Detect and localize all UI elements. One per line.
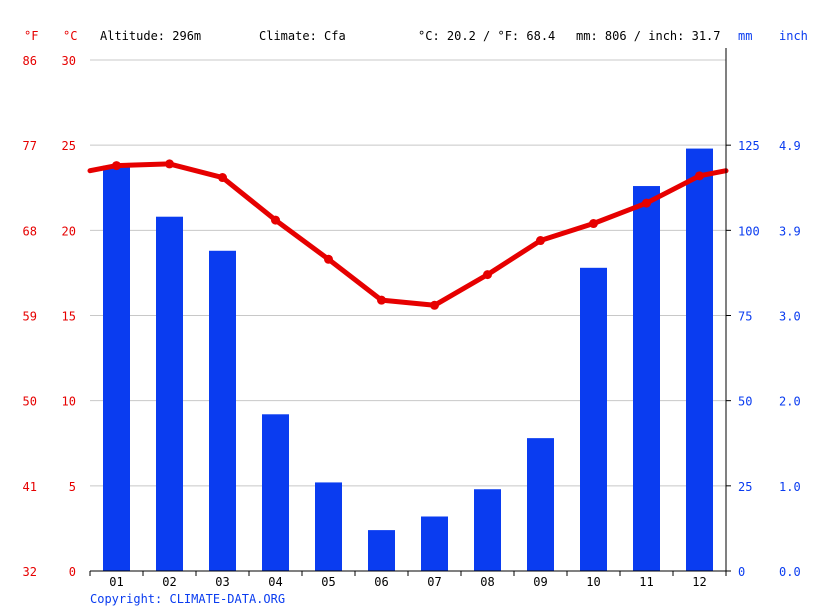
temperature-line [87,161,729,308]
unit-celsius-label: °C [63,29,77,43]
x-tick-label: 01 [109,575,123,589]
celsius-tick-label: 15 [62,310,76,324]
precipitation-bar [262,414,289,571]
temperature-point [377,295,386,305]
celsius-tick-label: 20 [62,224,76,238]
inch-tick-label: 4.9 [779,139,801,153]
x-tick-label: 10 [586,575,600,589]
fahrenheit-tick-label: 50 [23,395,37,409]
annual-precipitation-label: mm: 806 / inch: 31.7 [576,29,721,43]
fahrenheit-tick-label: 59 [23,310,37,324]
precipitation-bar [368,530,395,571]
fahrenheit-tick-label: 86 [23,54,37,68]
altitude-label: Altitude: 296m [100,29,201,43]
inch-tick-label: 3.9 [779,224,801,238]
unit-inch-label: inch [779,29,808,43]
precipitation-bars [103,148,713,572]
celsius-tick-label: 25 [62,139,76,153]
temperature-point [695,171,704,181]
x-tick-label: 07 [427,575,441,589]
axes [89,48,731,576]
temperature-point [165,159,174,169]
celsius-tick-label: 30 [62,54,76,68]
x-tick-label: 09 [533,575,547,589]
precipitation-bar [315,482,342,571]
x-tick-label: 05 [321,575,335,589]
precipitation-bar [156,216,183,571]
precipitation-bar [527,438,554,571]
precipitation-bar [580,267,607,571]
mm-tick-label: 50 [738,395,752,409]
inch-tick-label: 2.0 [779,395,801,409]
fahrenheit-tick-label: 32 [23,565,37,579]
temperature-point [430,300,439,310]
precipitation-bar [474,489,501,571]
x-tick-label: 06 [374,575,388,589]
unit-fahrenheit-label: °F [24,29,38,43]
inch-tick-label: 0.0 [779,565,801,579]
average-temperature-label: °C: 20.2 / °F: 68.4 [418,29,555,43]
celsius-tick-label: 0 [69,565,76,579]
tick-labels: 01 02 03 04 05 06 07 08 09 10 11 12 32 0 41 5 50 10 59 15 68… [23,54,801,589]
unit-mm-label: mm [738,29,752,43]
precipitation-bar [421,516,448,571]
inch-tick-label: 1.0 [779,480,801,494]
climate-label: Climate: Cfa [259,29,346,43]
precipitation-bar [209,250,236,572]
fahrenheit-tick-label: 68 [23,224,37,238]
x-tick-label: 02 [162,575,176,589]
x-tick-label: 11 [639,575,653,589]
copyright-link[interactable]: Copyright: CLIMATE-DATA.ORG [90,592,285,606]
precipitation-bar [103,165,130,571]
fahrenheit-tick-label: 77 [23,139,37,153]
fahrenheit-tick-label: 41 [23,480,37,494]
x-tick-label: 03 [215,575,229,589]
temperature-point [271,215,280,225]
temperature-point [324,254,333,264]
mm-tick-label: 75 [738,310,752,324]
celsius-tick-label: 5 [69,480,76,494]
inch-tick-label: 3.0 [779,310,801,324]
temperature-point [483,270,492,280]
temperature-point [536,236,545,246]
x-tick-label: 08 [480,575,494,589]
mm-tick-label: 100 [738,224,760,238]
temperature-point [642,198,651,208]
precipitation-bar [633,186,660,571]
grid-lines [90,59,726,487]
celsius-tick-label: 10 [62,395,76,409]
temperature-point [589,219,598,229]
mm-tick-label: 0 [738,565,745,579]
precipitation-bar [686,148,713,571]
temperature-point [218,173,227,183]
mm-tick-label: 125 [738,139,760,153]
x-tick-label: 04 [268,575,282,589]
temperature-point [112,161,121,171]
x-tick-label: 12 [692,575,706,589]
temperature-line-group [87,159,729,310]
mm-tick-label: 25 [738,480,752,494]
